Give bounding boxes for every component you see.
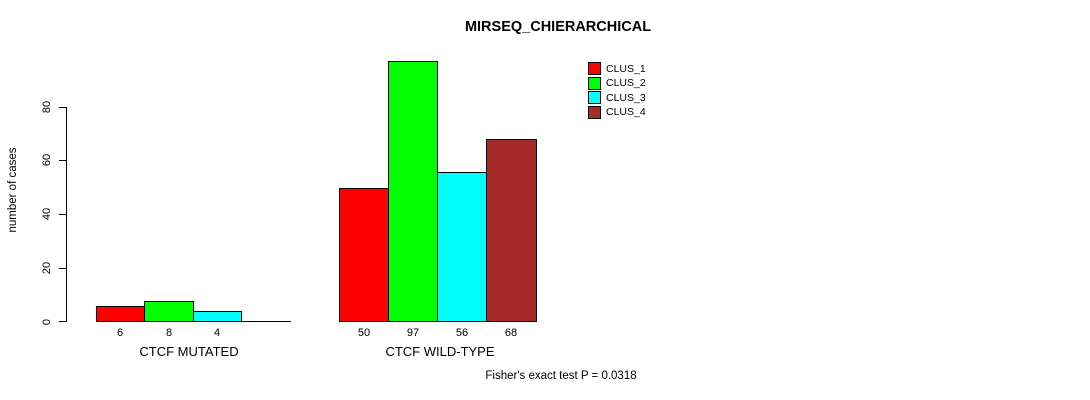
legend-item-clus1: CLUS_1 — [588, 62, 646, 75]
y-axis-tick — [59, 107, 66, 108]
bar-wildtype-clus1 — [339, 187, 389, 322]
bar-mutated-clus3 — [193, 311, 242, 322]
y-axis-tick-label: 40 — [41, 207, 53, 221]
bar-wildtype-clus4 — [486, 139, 537, 322]
legend-label: CLUS_2 — [606, 77, 646, 89]
legend-swatch-clus2 — [588, 76, 601, 90]
y-axis-tick — [59, 160, 66, 161]
y-axis-label: number of cases — [7, 147, 19, 233]
bar-mutated-clus4 — [241, 321, 291, 322]
y-axis-tick — [59, 214, 66, 215]
bar-wildtype-clus3 — [437, 171, 487, 322]
y-axis-tick — [59, 321, 66, 322]
y-axis-tick-label: 60 — [41, 153, 53, 167]
fisher-test-annotation: Fisher's exact test P = 0.0318 — [485, 370, 637, 382]
bar-value-label: 56 — [455, 327, 469, 339]
bar-value-label: 50 — [357, 327, 371, 339]
bar-value-label: 6 — [116, 327, 124, 339]
bar-value-label: 8 — [165, 327, 173, 339]
legend-label: CLUS_4 — [606, 106, 646, 118]
bar-value-label: 97 — [406, 327, 420, 339]
legend-swatch-clus4 — [588, 105, 601, 119]
bar-mutated-clus2 — [144, 300, 194, 322]
legend-label: CLUS_1 — [606, 62, 646, 75]
legend-item-clus3: CLUS_3 — [588, 91, 646, 104]
bar-wildtype-clus2 — [388, 61, 438, 322]
bar-value-label: 4 — [213, 327, 221, 339]
bar-mutated-clus1 — [96, 305, 145, 322]
y-axis-tick-label: 0 — [41, 318, 53, 326]
legend-label: CLUS_3 — [606, 91, 646, 104]
chart-title: MIRSEQ_CHIERARCHICAL — [464, 19, 652, 35]
y-axis-tick-label: 20 — [41, 261, 53, 275]
legend-swatch-clus1 — [588, 62, 601, 75]
y-axis-tick — [59, 268, 66, 269]
y-axis-line — [66, 107, 67, 322]
y-axis-tick-label: 80 — [41, 100, 53, 114]
legend-swatch-clus3 — [588, 91, 601, 104]
bar-value-label: 68 — [504, 327, 518, 339]
x-category-label-mutated: CTCF MUTATED — [139, 344, 239, 359]
x-category-label-wildtype: CTCF WILD-TYPE — [385, 344, 495, 359]
legend: CLUS_1 CLUS_2 CLUS_3 CLUS_4 — [588, 62, 646, 120]
legend-item-clus4: CLUS_4 — [588, 105, 646, 119]
legend-item-clus2: CLUS_2 — [588, 76, 646, 90]
